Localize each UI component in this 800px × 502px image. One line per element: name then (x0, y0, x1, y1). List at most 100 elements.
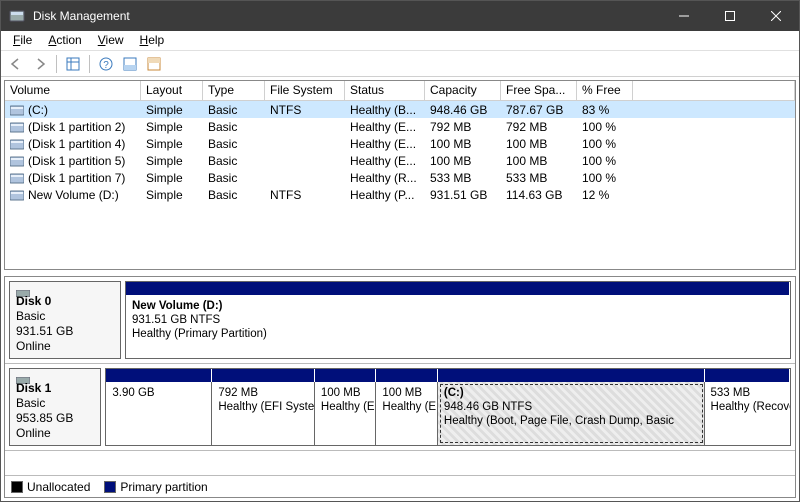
disk-size: 953.85 GB (16, 411, 94, 426)
legend-primary: Primary partition (104, 480, 207, 494)
disk-capbar (125, 281, 791, 295)
volume-status: Healthy (E... (345, 120, 425, 134)
partition-size: 931.51 GB NTFS (132, 313, 784, 327)
col-volume[interactable]: Volume (5, 81, 141, 100)
minimize-button[interactable] (661, 1, 707, 31)
volume-layout: Simple (141, 137, 203, 151)
volume-status: Healthy (B... (345, 103, 425, 117)
disk-bar: New Volume (D:)931.51 GB NTFSHealthy (Pr… (125, 281, 791, 359)
partition[interactable]: 792 MBHealthy (EFI System (212, 382, 315, 445)
partition-status: Healthy (EFI (382, 400, 431, 414)
forward-button[interactable] (29, 53, 51, 75)
volume-capacity: 533 MB (425, 171, 501, 185)
partition-size: 792 MB (218, 386, 308, 400)
volume-capacity: 931.51 GB (425, 188, 501, 202)
col-type[interactable]: Type (203, 81, 265, 100)
unallocated-swatch (11, 481, 23, 493)
volume-row[interactable]: (Disk 1 partition 5)SimpleBasicHealthy (… (5, 152, 795, 169)
volume-row[interactable]: New Volume (D:)SimpleBasicNTFSHealthy (P… (5, 186, 795, 203)
disk-info[interactable]: Disk 1Basic953.85 GBOnline (9, 368, 101, 446)
menu-help[interactable]: Help (132, 32, 173, 49)
volume-name: (Disk 1 partition 5) (5, 154, 141, 168)
volume-layout: Simple (141, 120, 203, 134)
partition-size: 948.46 GB NTFS (444, 400, 698, 414)
menubar: File Action View Help (1, 31, 799, 51)
volume-capacity: 948.46 GB (425, 103, 501, 117)
volume-list[interactable]: (C:)SimpleBasicNTFSHealthy (B...948.46 G… (5, 101, 795, 269)
disk-capbar (105, 368, 791, 382)
partition[interactable]: New Volume (D:)931.51 GB NTFSHealthy (Pr… (126, 295, 790, 358)
col-capacity[interactable]: Capacity (425, 81, 501, 100)
volume-row[interactable]: (Disk 1 partition 2)SimpleBasicHealthy (… (5, 118, 795, 135)
partition[interactable]: 533 MBHealthy (Recovery I (705, 382, 790, 445)
volume-capacity: 792 MB (425, 120, 501, 134)
volume-row[interactable]: (C:)SimpleBasicNTFSHealthy (B...948.46 G… (5, 101, 795, 118)
top-pane-toggle[interactable] (143, 53, 165, 75)
volume-freespace: 787.67 GB (501, 103, 577, 117)
drive-icon (10, 189, 24, 201)
legend-unallocated: Unallocated (11, 480, 90, 494)
menu-action[interactable]: Action (40, 32, 89, 49)
content: Volume Layout Type File System Status Ca… (1, 77, 799, 501)
maximize-button[interactable] (707, 1, 753, 31)
col-layout[interactable]: Layout (141, 81, 203, 100)
volume-type: Basic (203, 103, 265, 117)
volume-list-pane: Volume Layout Type File System Status Ca… (4, 80, 796, 270)
volume-filesystem: NTFS (265, 103, 345, 117)
bottom-pane-toggle[interactable] (119, 53, 141, 75)
volume-name: (Disk 1 partition 4) (5, 137, 141, 151)
col-filesystem[interactable]: File System (265, 81, 345, 100)
console-tree-button[interactable] (62, 53, 84, 75)
disk-label: Disk 0 (16, 294, 114, 309)
volume-status: Healthy (R... (345, 171, 425, 185)
disk-bar: 3.90 GB792 MBHealthy (EFI System100 MBHe… (105, 368, 791, 446)
volume-row[interactable]: (Disk 1 partition 4)SimpleBasicHealthy (… (5, 135, 795, 152)
help-button[interactable]: ? (95, 53, 117, 75)
disk-label: Disk 1 (16, 381, 94, 396)
volume-name: (Disk 1 partition 2) (5, 120, 141, 134)
menu-view[interactable]: View (90, 32, 132, 49)
drive-icon (10, 138, 24, 150)
toolbar: ? (1, 51, 799, 77)
volume-capacity: 100 MB (425, 137, 501, 151)
volume-type: Basic (203, 137, 265, 151)
partition-status: Healthy (Boot, Page File, Crash Dump, Ba… (444, 414, 698, 428)
svg-text:?: ? (103, 60, 109, 71)
volume-type: Basic (203, 188, 265, 202)
partition-name: (C:) (444, 386, 698, 400)
volume-row[interactable]: (Disk 1 partition 7)SimpleBasicHealthy (… (5, 169, 795, 186)
close-button[interactable] (753, 1, 799, 31)
diskmgmt-icon (9, 8, 25, 24)
volume-freespace: 100 MB (501, 154, 577, 168)
partition[interactable]: (C:)948.46 GB NTFSHealthy (Boot, Page Fi… (438, 382, 705, 445)
volume-freespace: 792 MB (501, 120, 577, 134)
col-extra[interactable] (633, 81, 795, 100)
back-button[interactable] (5, 53, 27, 75)
partition-status: Healthy (Primary Partition) (132, 327, 784, 341)
col-pctfree[interactable]: % Free (577, 81, 633, 100)
col-status[interactable]: Status (345, 81, 425, 100)
drive-icon (10, 121, 24, 133)
volume-pctfree: 12 % (577, 188, 633, 202)
volume-name: (C:) (5, 103, 141, 117)
partition[interactable]: 100 MBHealthy (EFI (315, 382, 377, 445)
volume-layout: Simple (141, 103, 203, 117)
partition-status: Healthy (EFI (321, 400, 370, 414)
partition[interactable]: 100 MBHealthy (EFI (376, 382, 438, 445)
volume-pctfree: 83 % (577, 103, 633, 117)
partition-name: New Volume (D:) (132, 299, 784, 313)
disk-state: Online (16, 339, 114, 354)
volume-capacity: 100 MB (425, 154, 501, 168)
partition-size: 533 MB (711, 386, 784, 400)
col-freespace[interactable]: Free Spa... (501, 81, 577, 100)
menu-file[interactable]: File (5, 32, 40, 49)
drive-icon (10, 172, 24, 184)
partition[interactable]: 3.90 GB (106, 382, 212, 445)
disk-info[interactable]: Disk 0Basic931.51 GBOnline (9, 281, 121, 359)
volume-pctfree: 100 % (577, 171, 633, 185)
disk-state: Online (16, 426, 94, 441)
volume-pctfree: 100 % (577, 137, 633, 151)
disk-size: 931.51 GB (16, 324, 114, 339)
volume-type: Basic (203, 171, 265, 185)
titlebar: Disk Management (1, 1, 799, 31)
